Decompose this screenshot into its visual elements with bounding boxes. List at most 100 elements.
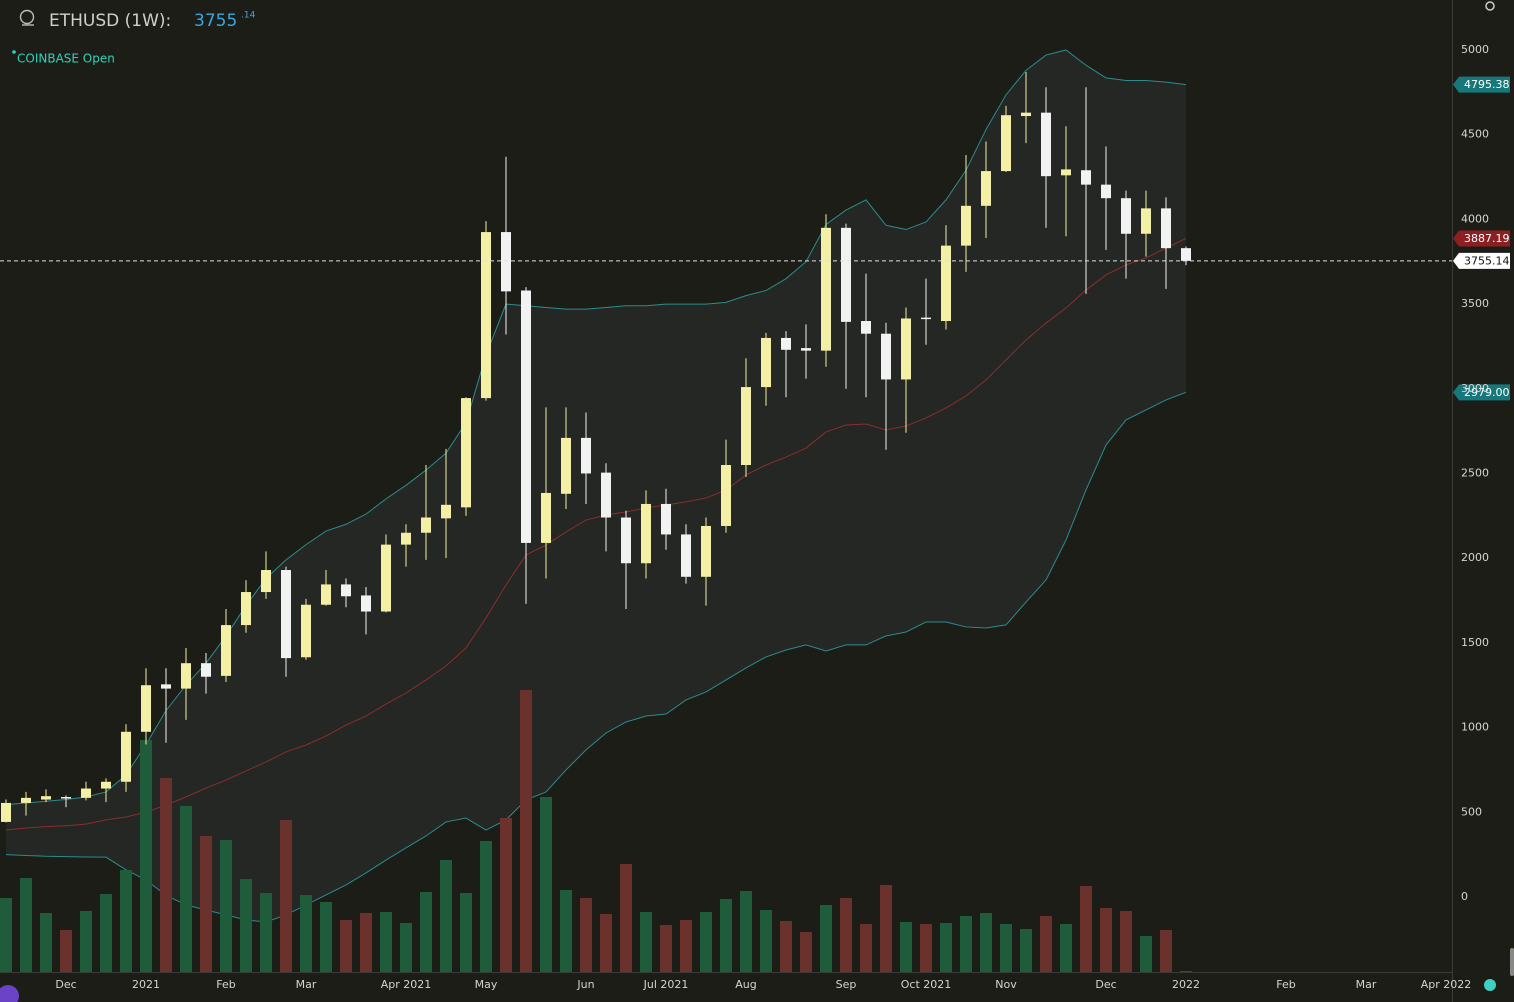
candle-body bbox=[1081, 170, 1091, 185]
candle-body bbox=[621, 517, 631, 564]
y-tick-label: 1000 bbox=[1461, 721, 1489, 734]
candle-body bbox=[781, 337, 791, 350]
y-tick-label: 4000 bbox=[1461, 212, 1489, 225]
symbol: ETHUSD (1W): bbox=[49, 11, 171, 31]
volume-bar bbox=[220, 840, 232, 972]
volume-bar bbox=[540, 797, 552, 972]
band-fill bbox=[6, 49, 1186, 923]
volume-bar bbox=[460, 893, 472, 972]
volume-bar bbox=[1040, 916, 1052, 972]
candle-body bbox=[741, 387, 751, 465]
volume-bar bbox=[1140, 936, 1152, 972]
candle-body bbox=[961, 205, 971, 246]
candles bbox=[1, 71, 1191, 823]
volume-bar bbox=[360, 913, 372, 972]
x-tick-label: Apr 2022 bbox=[1421, 978, 1472, 991]
candle-body bbox=[201, 663, 211, 677]
volume-bar bbox=[700, 912, 712, 972]
volume-bar bbox=[180, 806, 192, 972]
x-tick-label: Feb bbox=[216, 978, 235, 991]
candle-body bbox=[421, 517, 431, 533]
volume-bar bbox=[520, 690, 532, 972]
candle-body bbox=[301, 604, 311, 658]
candle-body bbox=[921, 317, 931, 320]
x-tick-label: 2021 bbox=[132, 978, 160, 991]
overlay: 4795.38 3887.19 3755.14 2979.00 bbox=[0, 76, 1510, 401]
candle-body bbox=[241, 592, 251, 626]
x-tick-label: Sep bbox=[836, 978, 857, 991]
candle-body bbox=[361, 595, 371, 612]
candle-body bbox=[701, 525, 711, 577]
y-tick-label: 4500 bbox=[1461, 128, 1489, 141]
settings-icon[interactable] bbox=[1485, 1, 1495, 11]
volume-bar bbox=[280, 820, 292, 972]
x-tick-label: Aug bbox=[735, 978, 756, 991]
volume-bar bbox=[380, 912, 392, 972]
volume-bar bbox=[1020, 929, 1032, 972]
y-tick-label: 5000 bbox=[1461, 43, 1489, 56]
volume-bar bbox=[440, 860, 452, 972]
volume-bar bbox=[1160, 930, 1172, 972]
scrollbar[interactable] bbox=[1510, 948, 1514, 976]
volume-bar bbox=[500, 818, 512, 972]
candle-body bbox=[861, 321, 871, 334]
settings-icon-circle bbox=[1485, 1, 1495, 11]
status-indicator bbox=[1484, 979, 1496, 991]
volume-bar bbox=[800, 932, 812, 972]
volume-bar bbox=[920, 924, 932, 972]
x-tick-label: Mar bbox=[1356, 978, 1377, 991]
volume-bar bbox=[480, 841, 492, 972]
x-tick-label: Apr 2021 bbox=[381, 978, 432, 991]
volume-bar bbox=[760, 910, 772, 972]
y-tick-label: 2500 bbox=[1461, 466, 1489, 479]
candle-body bbox=[401, 532, 411, 545]
x-tick-label: Oct 2021 bbox=[901, 978, 952, 991]
candle-body bbox=[761, 337, 771, 388]
exchange: COINBASE Open bbox=[17, 52, 115, 66]
app-icon[interactable] bbox=[0, 985, 19, 1002]
volume-bar bbox=[300, 895, 312, 972]
volume-bar bbox=[400, 923, 412, 972]
x-tick-label: Nov bbox=[995, 978, 1017, 991]
candle-body bbox=[661, 503, 671, 535]
candle-body bbox=[501, 232, 511, 292]
volume-bar bbox=[60, 930, 72, 972]
volume-bar bbox=[1060, 924, 1072, 972]
price: 3755 bbox=[194, 11, 237, 31]
status-dot bbox=[12, 50, 16, 54]
volume-bar bbox=[120, 870, 132, 972]
candle-body bbox=[381, 544, 391, 612]
volume-bar bbox=[900, 922, 912, 972]
price-label: 4795.38 bbox=[1464, 78, 1510, 91]
x-tick-label: Feb bbox=[1276, 978, 1295, 991]
search-icon[interactable] bbox=[19, 9, 35, 26]
candle-body bbox=[521, 290, 531, 543]
candle-body bbox=[601, 472, 611, 518]
volume-bar bbox=[0, 898, 12, 972]
candle-body bbox=[1161, 208, 1171, 249]
candle-body bbox=[641, 503, 651, 564]
price-label: 2979.00 bbox=[1464, 386, 1510, 399]
volume-bar bbox=[100, 894, 112, 972]
candle-body bbox=[121, 731, 131, 782]
y-tick-label: 500 bbox=[1461, 805, 1482, 818]
volume-bar bbox=[1000, 924, 1012, 972]
candle-body bbox=[161, 684, 171, 689]
y-tick-label: 1500 bbox=[1461, 636, 1489, 649]
x-tick-label: Dec bbox=[1095, 978, 1116, 991]
candle-body bbox=[841, 227, 851, 322]
volume-bar bbox=[840, 898, 852, 972]
candle-body bbox=[481, 232, 491, 399]
volume-bar bbox=[160, 778, 172, 972]
candle-body bbox=[81, 788, 91, 798]
candle-body bbox=[61, 797, 71, 799]
volume-bar bbox=[1080, 886, 1092, 972]
candle-body bbox=[901, 318, 911, 380]
volume-bar bbox=[1180, 971, 1192, 972]
candle-body bbox=[541, 492, 551, 543]
candle-body bbox=[1061, 169, 1071, 176]
volume-bar bbox=[1100, 908, 1112, 972]
candle-body bbox=[221, 625, 231, 676]
